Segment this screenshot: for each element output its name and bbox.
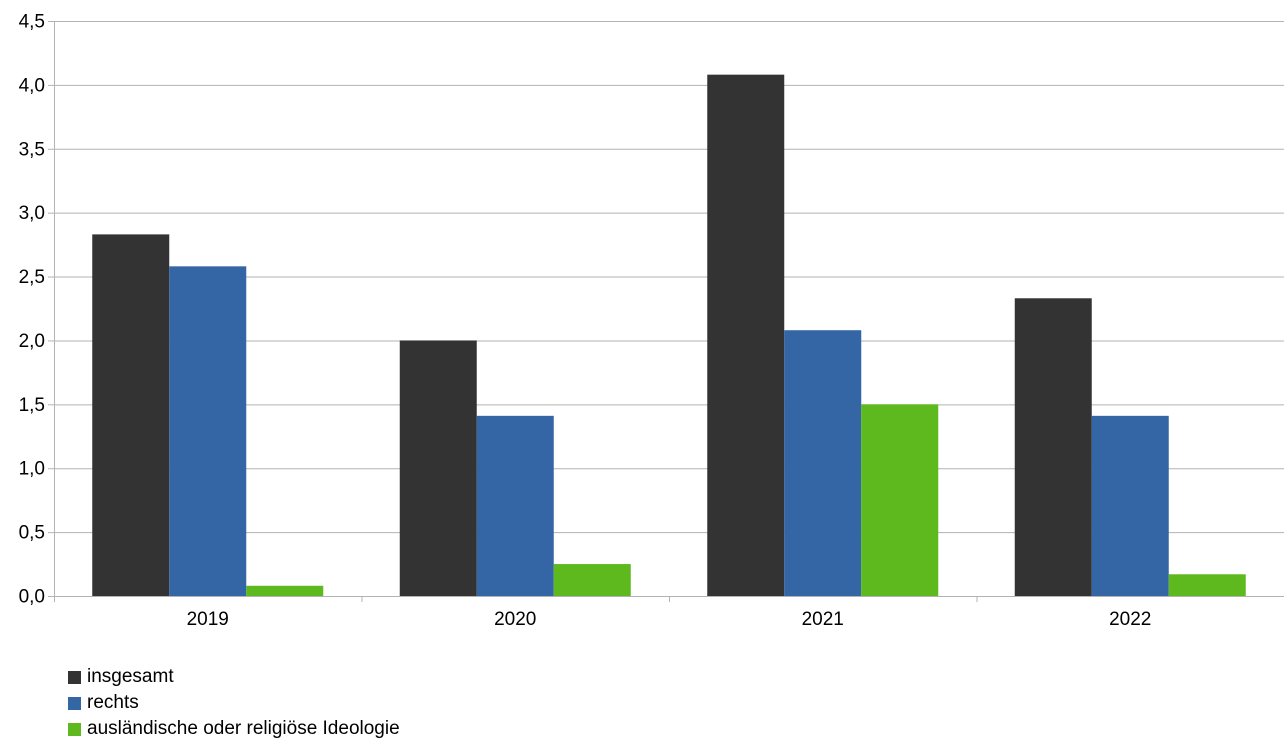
legend-swatch: [68, 670, 81, 684]
y-tick-label: 2,0: [19, 331, 45, 352]
y-tick-label: 1,0: [19, 459, 45, 480]
bar-insgesamt-2022: [1014, 298, 1092, 596]
bar-rechts-2020: [476, 415, 554, 596]
x-tick-label: 2021: [802, 609, 844, 630]
legend-label: ausländische oder religiöse Ideologie: [87, 718, 400, 739]
legend-swatch: [68, 696, 81, 710]
bar-ausländische-2019: [246, 585, 324, 596]
x-tick-label: 2020: [494, 609, 536, 630]
legend-swatch: [68, 722, 81, 736]
legend-label: insgesamt: [87, 666, 174, 687]
y-tick-label: 3,0: [19, 203, 45, 224]
y-tick-label: 4,5: [19, 12, 45, 33]
x-tick-label: 2022: [1109, 609, 1151, 630]
bar-rechts-2019: [169, 266, 247, 596]
bar-chart: 0,0 0,5 1,0 1,5 2,0 2,5 3,0 3,5 4,0 4,5 2019 2020 20…: [19, 12, 1284, 630]
bar-insgesamt-2020: [399, 340, 477, 596]
y-tick-label: 0,0: [19, 587, 45, 608]
y-tick-label: 3,5: [19, 139, 45, 160]
bar-insgesamt-2019: [92, 234, 170, 596]
bar-rechts-2021: [784, 330, 862, 596]
bar-ausländische-2021: [861, 404, 939, 596]
chart-legend: insgesamt rechts ausländische oder religiö…: [68, 664, 400, 742]
legend-item: insgesamt: [68, 664, 400, 690]
y-tick-label: 0,5: [19, 523, 45, 544]
legend-item: ausländische oder religiöse Ideologie: [68, 716, 400, 742]
legend-item: rechts: [68, 690, 400, 716]
bar-insgesamt-2021: [707, 74, 785, 596]
legend-label: rechts: [87, 692, 139, 713]
y-tick-label: 1,5: [19, 395, 45, 416]
bar-ausländische-2022: [1168, 574, 1246, 596]
y-tick-label: 2,5: [19, 267, 45, 288]
bar-rechts-2022: [1091, 415, 1169, 596]
bar-ausländische-2020: [553, 564, 631, 596]
x-tick-label: 2019: [187, 609, 229, 630]
y-tick-label: 4,0: [19, 75, 45, 96]
